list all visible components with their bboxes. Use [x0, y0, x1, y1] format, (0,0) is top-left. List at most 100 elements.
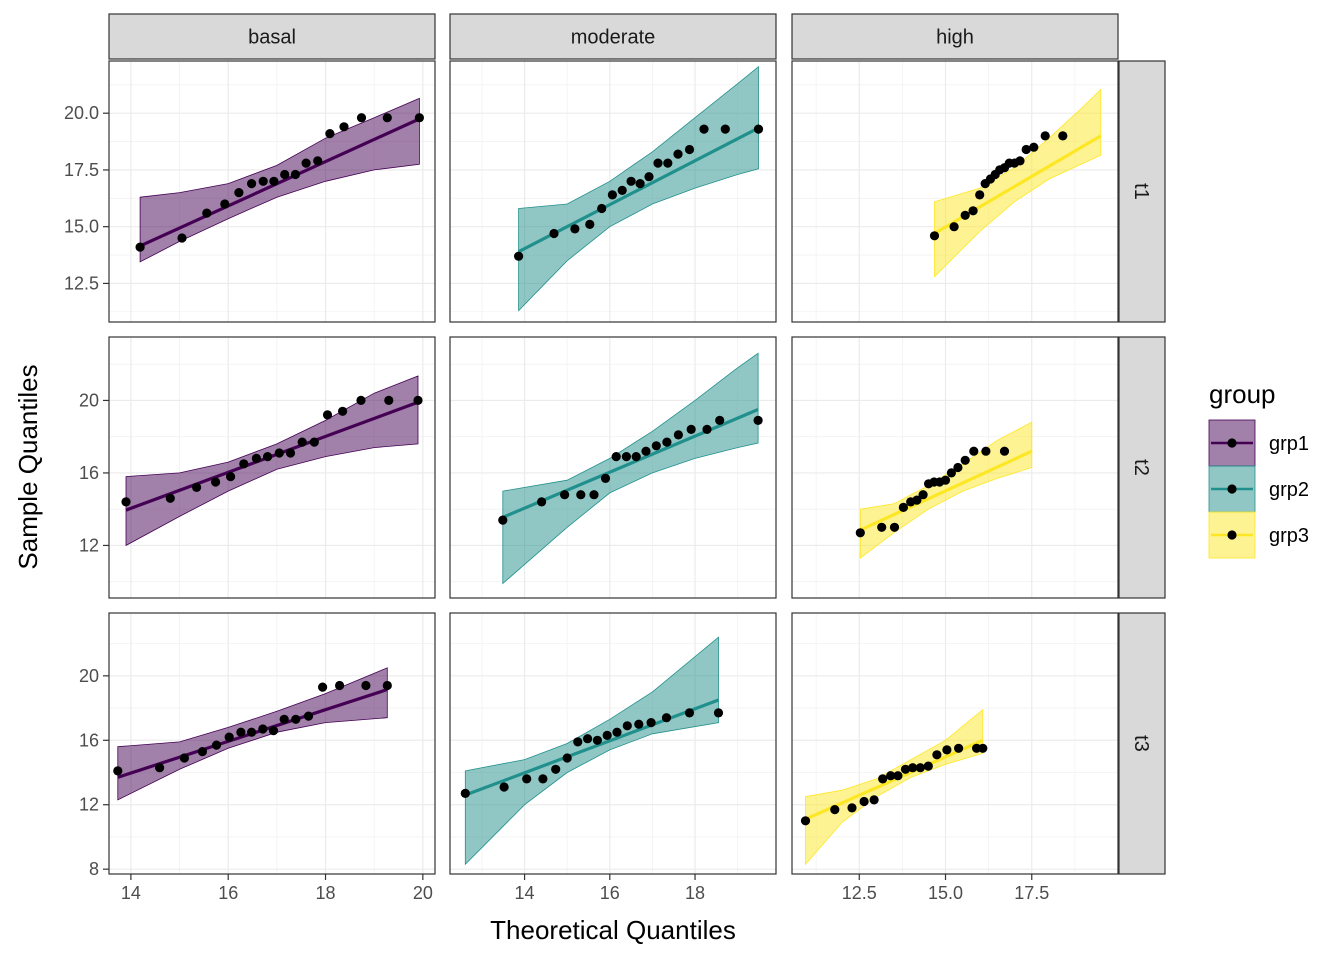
data-point: [684, 708, 695, 718]
panel-basal-t2: [108, 336, 436, 599]
data-point: [551, 764, 561, 774]
strip-row-t1: t1: [1118, 60, 1166, 323]
data-point: [269, 176, 279, 186]
strip-col-bg: [108, 13, 436, 60]
data-point: [384, 395, 394, 405]
data-point: [322, 410, 333, 420]
data-point: [617, 185, 627, 195]
data-point: [413, 395, 423, 405]
panel-grid: [792, 337, 1118, 598]
data-point: [702, 424, 712, 434]
data-point: [1040, 131, 1050, 141]
data-point: [562, 753, 572, 763]
panel-border: [108, 612, 436, 875]
data-point: [915, 763, 925, 773]
data-point: [291, 714, 301, 724]
data-point: [830, 805, 840, 815]
legend-item-grp1: grp1: [1208, 419, 1309, 467]
data-point: [1021, 144, 1031, 155]
data-point: [653, 158, 663, 168]
data-point: [274, 448, 284, 458]
panel-border: [449, 612, 777, 875]
data-point: [713, 708, 724, 718]
data-point: [335, 680, 345, 691]
data-point: [538, 774, 548, 784]
panel-moderate-t2: [449, 336, 777, 599]
data-point: [279, 714, 289, 724]
legend-item-grp3: grp3: [1208, 511, 1309, 559]
data-point: [583, 734, 593, 744]
data-point: [978, 743, 988, 753]
data-point: [121, 497, 131, 507]
data-point: [622, 721, 632, 731]
panel-border: [108, 336, 436, 599]
reference-line: [859, 449, 1033, 532]
panel-border: [791, 612, 1119, 875]
data-point: [226, 472, 236, 482]
data-point: [460, 788, 470, 799]
strip-col-basal: basal: [108, 13, 436, 60]
data-point: [699, 124, 709, 134]
x-axis-title: Theoretical Quantiles: [490, 915, 736, 945]
confidence-band: [139, 97, 420, 263]
data-point: [570, 224, 580, 234]
panel-high-t1: [791, 60, 1119, 323]
data-point: [602, 730, 612, 741]
data-point: [585, 219, 595, 229]
data-point: [889, 522, 900, 532]
data-point: [753, 124, 764, 134]
data-point: [234, 188, 244, 198]
strip-col-bg: [791, 13, 1119, 60]
data-point: [236, 727, 246, 737]
panel-border: [449, 336, 777, 599]
data-point: [611, 452, 621, 462]
data-point: [499, 782, 509, 792]
data-point: [522, 774, 532, 784]
x-tick-label: 12.5: [842, 883, 877, 903]
data-point: [960, 210, 970, 220]
y-tick-label: 15.0: [64, 217, 99, 237]
confidence-band: [125, 375, 419, 547]
x-tick-label: 18: [316, 883, 336, 903]
panel-border: [791, 60, 1119, 323]
data-point: [211, 477, 221, 487]
data-point: [612, 727, 622, 737]
strip-row-bg: [1118, 60, 1166, 323]
x-tick-label: 14: [515, 883, 535, 903]
reference-line: [139, 117, 421, 248]
reference-line: [464, 698, 720, 797]
reference-line: [517, 126, 760, 254]
data-point: [165, 493, 175, 503]
data-point: [309, 437, 319, 447]
data-point: [635, 179, 645, 189]
y-axis-title: Sample Quantiles: [13, 364, 43, 569]
x-tick-label: 18: [685, 883, 705, 903]
data-point: [573, 737, 583, 747]
data-point: [239, 459, 249, 469]
data-point: [592, 735, 603, 745]
data-point: [800, 816, 811, 826]
y-tick-label: 20: [79, 390, 99, 410]
data-point: [325, 129, 335, 139]
x-axis-moderate: 14 16 18: [515, 874, 705, 903]
legend-key-point: [1227, 530, 1237, 540]
data-point: [211, 740, 222, 750]
data-point: [1015, 156, 1025, 166]
data-point: [607, 190, 618, 200]
x-tick-label: 14: [121, 883, 141, 903]
data-point: [338, 406, 348, 416]
data-point: [290, 169, 300, 180]
data-point: [929, 231, 940, 241]
data-point: [631, 452, 641, 462]
data-point: [313, 156, 323, 166]
panel-background: [792, 61, 1118, 322]
data-point: [303, 711, 314, 721]
data-point: [847, 803, 857, 813]
strip-row-label: t1: [1130, 183, 1152, 200]
confidence-band: [464, 636, 719, 866]
strip-col-moderate: moderate: [449, 13, 777, 60]
data-point: [855, 528, 865, 538]
data-point: [192, 482, 202, 492]
data-point: [247, 179, 257, 189]
